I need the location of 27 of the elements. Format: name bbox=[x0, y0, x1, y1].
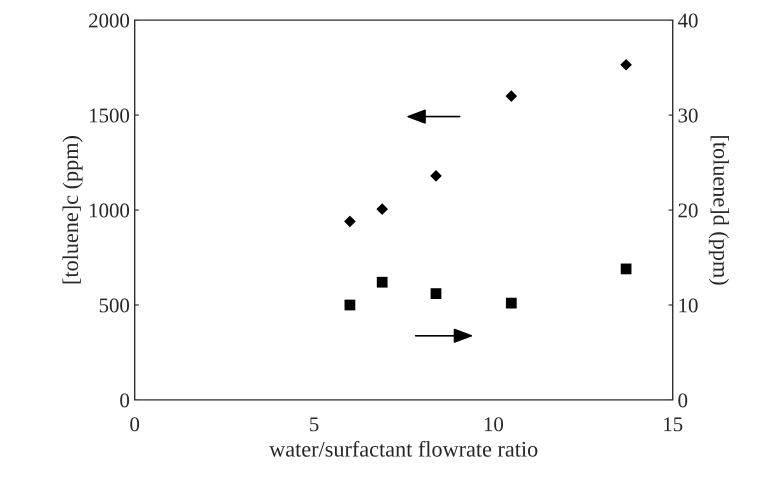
y-tick-label: 500 bbox=[100, 298, 130, 312]
point bbox=[620, 264, 632, 274]
point bbox=[376, 203, 388, 215]
y-tick-label: 1500 bbox=[90, 108, 130, 123]
y2-tick-label: 0 bbox=[678, 393, 688, 408]
point bbox=[344, 216, 356, 228]
y-tick-label: 0 bbox=[120, 393, 130, 408]
x-tick-label: 0 bbox=[130, 417, 140, 432]
point bbox=[344, 300, 356, 310]
y2-axis-title: [toluene]d (ppm) bbox=[708, 136, 729, 285]
y-tick-label: 1000 bbox=[90, 203, 130, 218]
x-tick-label: 5 bbox=[310, 417, 318, 432]
y-axis-title: [toluene]c (ppm) bbox=[62, 136, 83, 284]
y-tick-label: 2000 bbox=[89, 13, 130, 28]
point bbox=[376, 276, 388, 288]
x-axis-title: water/surfactant flowrate ratio bbox=[269, 440, 538, 457]
y2-tick-label: 20 bbox=[678, 203, 698, 218]
x-tick-label: 15 bbox=[664, 417, 682, 432]
x-tick-label: 10 bbox=[484, 417, 504, 432]
point bbox=[506, 298, 517, 308]
point bbox=[430, 170, 442, 182]
y2-tick-label: 30 bbox=[678, 108, 698, 123]
point bbox=[620, 58, 632, 71]
y2-tick-label: 10 bbox=[679, 298, 698, 312]
y2-tick-label: 40 bbox=[678, 13, 698, 28]
point bbox=[430, 288, 442, 299]
point bbox=[506, 90, 518, 102]
